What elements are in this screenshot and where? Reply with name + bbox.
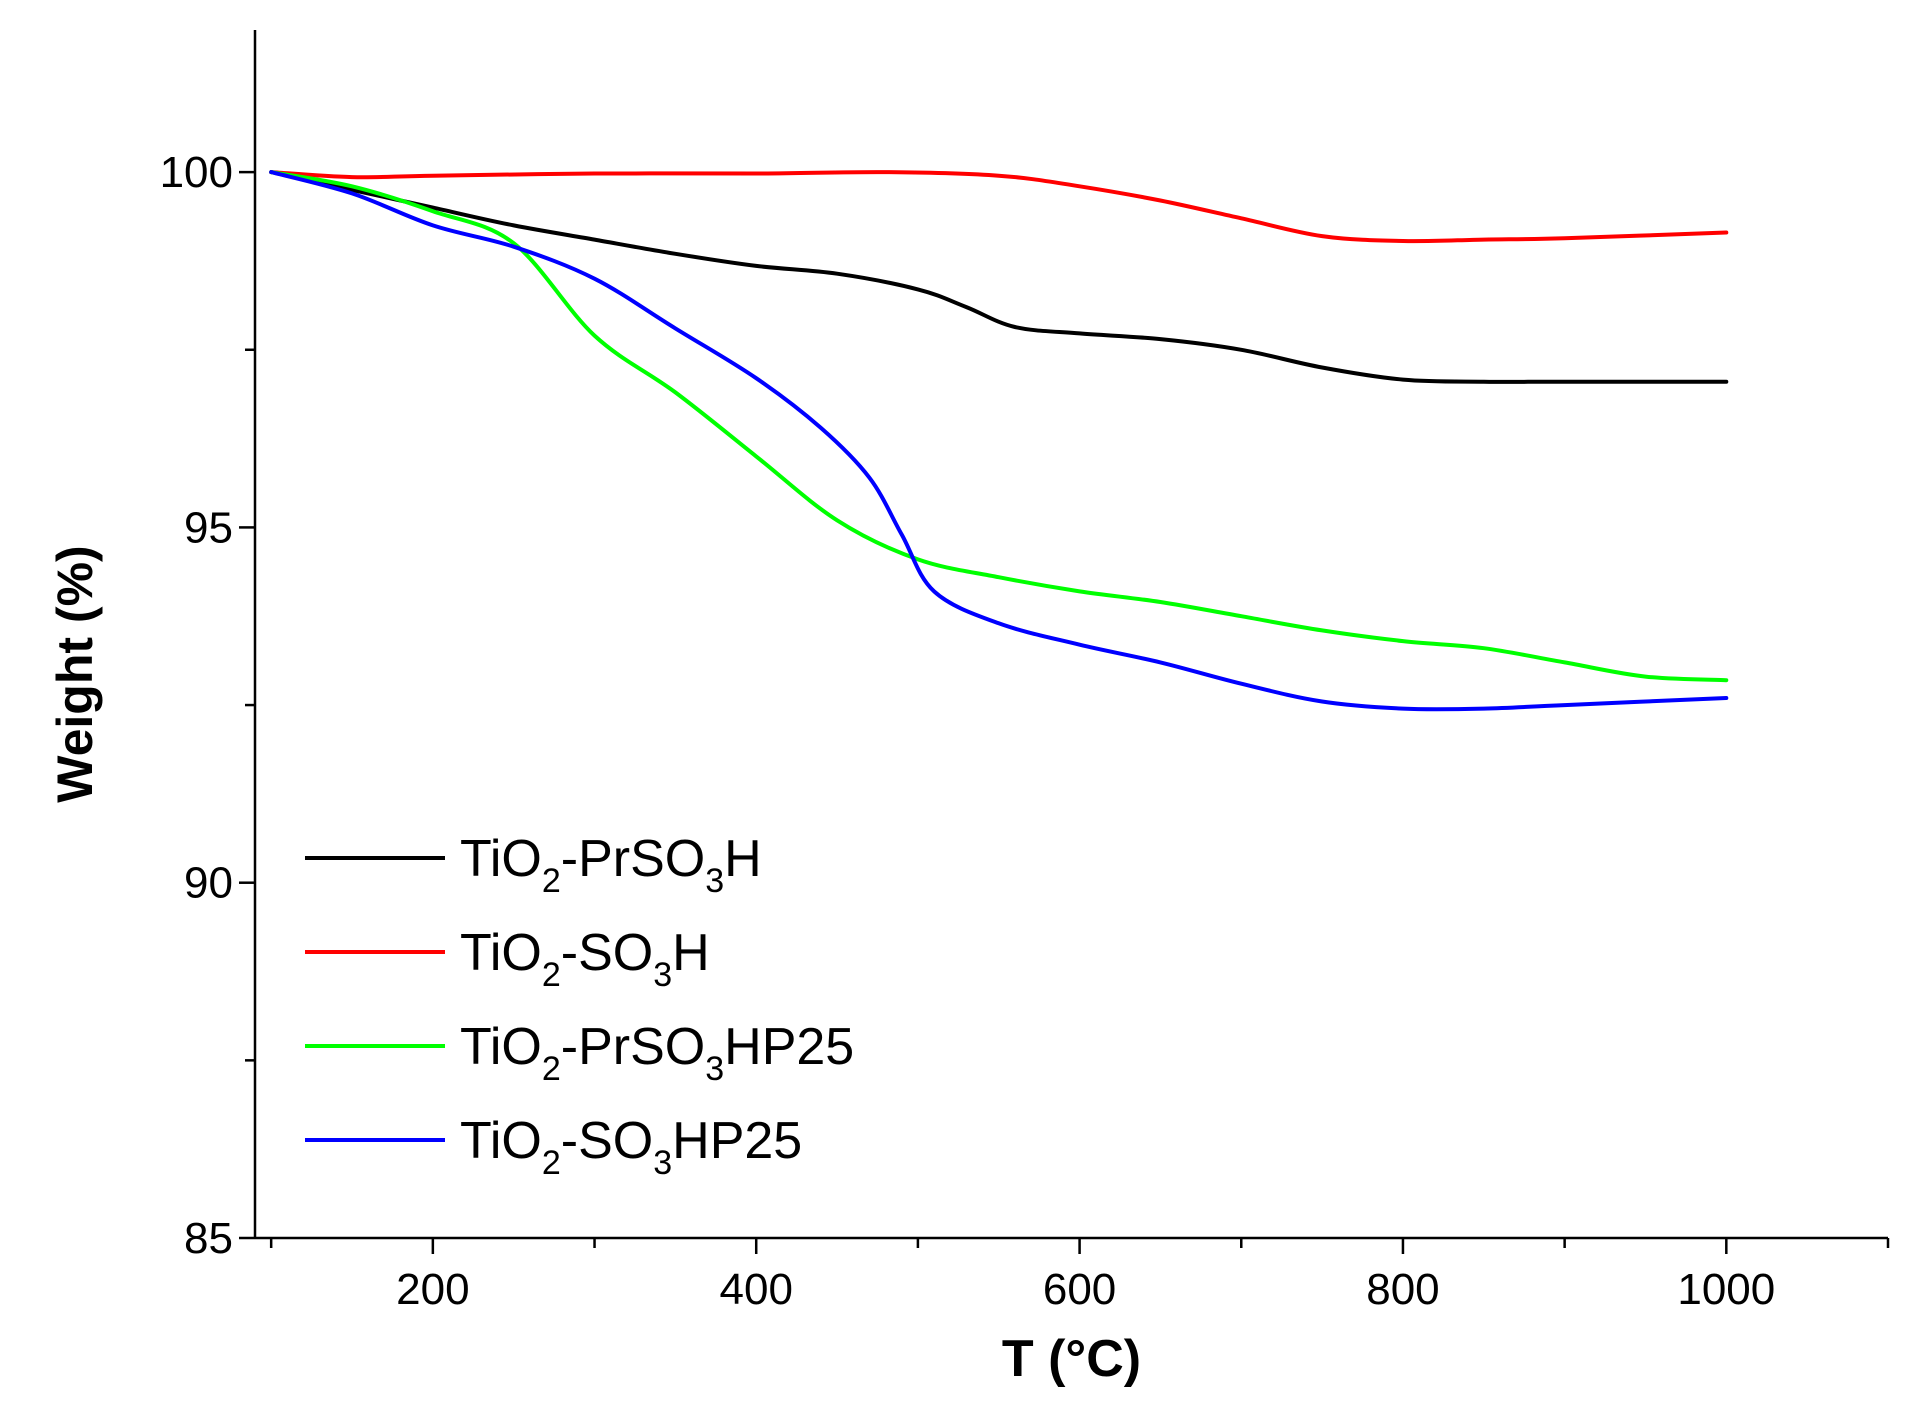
series-lines xyxy=(269,170,1729,712)
x-tick-label: 400 xyxy=(720,1265,793,1314)
x-tick-label: 600 xyxy=(1043,1265,1116,1314)
series-line-1 xyxy=(269,170,1729,384)
axes xyxy=(253,30,1888,1240)
tick-marks: 200 400 600 800 1000 85 90 95 100 xyxy=(160,148,1890,1314)
y-tick-label: 85 xyxy=(184,1214,233,1263)
legend-label: TiO2-PrSO3H xyxy=(460,830,762,900)
x-tick-label: 1000 xyxy=(1677,1265,1775,1314)
y-tick-label: 90 xyxy=(184,859,233,908)
legend-label: TiO2-PrSO3HP25 xyxy=(460,1018,854,1088)
legend-label: TiO2-SO3HP25 xyxy=(460,1112,802,1182)
x-axis-title: T (°C) xyxy=(1002,1330,1141,1388)
series-line-4 xyxy=(269,170,1729,712)
x-tick-label: 200 xyxy=(396,1265,469,1314)
series-line-2 xyxy=(269,170,1729,244)
legend: TiO2-PrSO3H TiO2-SO3H TiO2-PrSO3HP25 TiO2-S… xyxy=(305,830,854,1182)
legend-label: TiO2-SO3H xyxy=(460,924,710,994)
x-tick-label: 800 xyxy=(1366,1265,1439,1314)
series-line-3 xyxy=(269,170,1729,683)
y-tick-label: 100 xyxy=(160,148,233,197)
y-axis-title: Weight (%) xyxy=(47,545,103,802)
y-tick-label: 95 xyxy=(184,503,233,552)
